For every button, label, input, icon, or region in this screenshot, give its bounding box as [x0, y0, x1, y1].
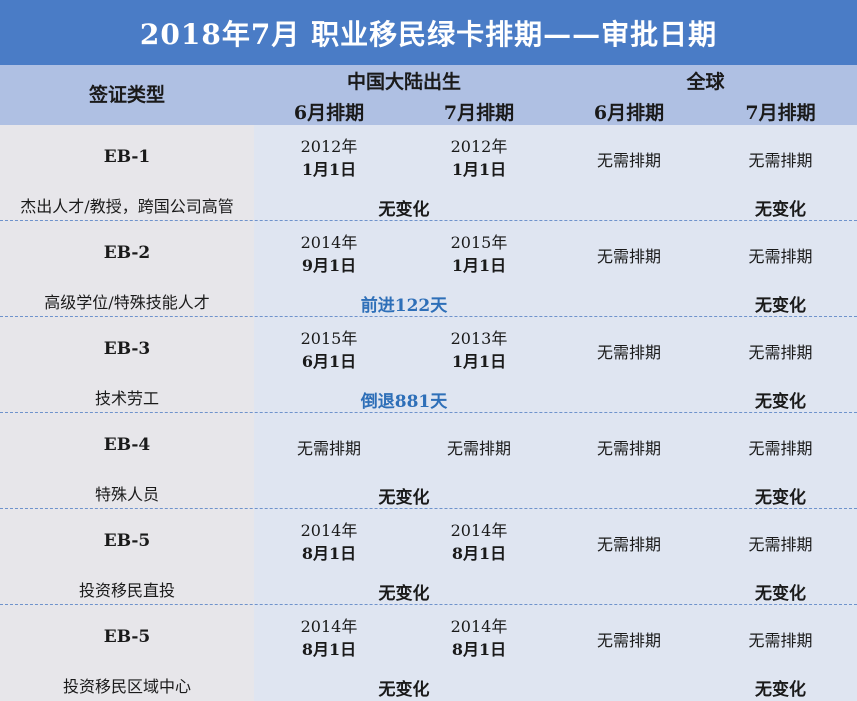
date-month-day: 8月1日 — [301, 640, 357, 659]
global-july-value: 无需排期 — [748, 151, 813, 170]
global-july-value: 无需排期 — [748, 631, 813, 650]
date-month-day: 8月1日 — [451, 640, 507, 659]
table-row: EB-5 投资移民直投 2014年 8月1日 2014年 8月1日 无需排期 无需排期无变化 无… — [0, 509, 857, 605]
visa-category: EB-5 — [103, 627, 151, 647]
china-change-note: 无变化 — [378, 584, 430, 604]
visa-description: 投资移民区域中心 — [62, 677, 191, 696]
visa-category: EB-1 — [103, 147, 151, 167]
date-month-day: 1月1日 — [451, 256, 507, 275]
date-year: 2013年 — [450, 329, 508, 348]
china-july-date: 2014年 8月1日 — [404, 519, 554, 565]
visa-category: EB-4 — [103, 435, 151, 455]
table-header: 签证类型 中国大陆出生 全球 6月排期 7月排期 6月排期 7月排期 — [0, 65, 857, 125]
china-june-date: 2014年 8月1日 — [254, 615, 404, 661]
visa-category: EB-5 — [103, 531, 151, 551]
table-row: EB-2 高级学位/特殊技能人才 2014年 9月1日 2015年 1月1日 无需排期 无需排… — [0, 221, 857, 317]
header-global: 全球 — [686, 71, 725, 93]
global-july-value: 无需排期 — [748, 535, 813, 554]
header-china-june: 6月排期 — [293, 102, 365, 124]
date-year: 2014年 — [450, 617, 508, 636]
china-july-value: 无需排期 — [446, 439, 511, 458]
visa-type-column-background — [0, 125, 254, 701]
header-global-july: 7月排期 — [745, 102, 816, 124]
date-month-day: 1月1日 — [301, 160, 357, 179]
china-june-date: 2012年 1月1日 — [254, 135, 404, 181]
global-june-value: 无需排期 — [596, 439, 661, 458]
date-month-day: 8月1日 — [301, 544, 357, 563]
global-change-note: 无变化 — [755, 200, 806, 220]
global-june-value: 无需排期 — [596, 631, 661, 650]
table-row: EB-4 特殊人员 无需排期 无需排期 无需排期 无需排期无变化 无变化 — [0, 413, 857, 509]
china-july-date: 2012年 1月1日 — [404, 135, 554, 181]
china-change-note: 前进122天 — [360, 296, 448, 316]
date-month-day: 8月1日 — [451, 544, 507, 563]
global-june-value: 无需排期 — [596, 247, 661, 266]
date-year: 2014年 — [450, 521, 508, 540]
date-year: 2014年 — [300, 521, 358, 540]
global-change-note: 无变化 — [755, 488, 806, 508]
table-row: EB-3 技术劳工 2015年 6月1日 2013年 1月1日 无需排期 无需排期倒退881天… — [0, 317, 857, 413]
date-month-day: 1月1日 — [451, 352, 507, 371]
china-june-date: 2015年 6月1日 — [254, 327, 404, 373]
global-june-value: 无需排期 — [596, 343, 661, 362]
global-change-note: 无变化 — [755, 392, 806, 412]
visa-category: EB-2 — [103, 243, 151, 263]
header-visa-type: 签证类型 — [88, 84, 165, 106]
global-june-value: 无需排期 — [596, 535, 661, 554]
visa-description: 技术劳工 — [94, 389, 159, 408]
page-title: 2018年7月 职业移民绿卡排期——审批日期 — [0, 0, 857, 65]
china-june-date: 2014年 8月1日 — [254, 519, 404, 565]
table-row: EB-1 杰出人才/教授，跨国公司高管 2012年 1月1日 2012年 1月1日 无需排期… — [0, 125, 857, 221]
date-year: 2015年 — [450, 233, 508, 252]
date-year: 2012年 — [300, 137, 358, 156]
global-july-value: 无需排期 — [748, 343, 813, 362]
global-change-note: 无变化 — [755, 296, 806, 316]
china-change-note: 无变化 — [378, 488, 430, 508]
date-year: 2012年 — [450, 137, 508, 156]
visa-description: 杰出人才/教授，跨国公司高管 — [20, 197, 234, 216]
china-july-date: 2014年 8月1日 — [404, 615, 554, 661]
china-july-date: 2015年 1月1日 — [404, 231, 554, 277]
date-month-day: 9月1日 — [301, 256, 357, 275]
china-change-note: 无变化 — [378, 680, 430, 700]
china-july-date: 2013年 1月1日 — [404, 327, 554, 373]
date-month-day: 1月1日 — [451, 160, 507, 179]
visa-category: EB-3 — [103, 339, 151, 359]
visa-description: 投资移民直投 — [78, 581, 175, 600]
date-year: 2014年 — [300, 233, 358, 252]
china-june-date: 2014年 9月1日 — [254, 231, 404, 277]
header-china-july: 7月排期 — [443, 102, 515, 124]
global-july-value: 无需排期 — [748, 247, 813, 266]
china-june-value: 无需排期 — [296, 439, 361, 458]
date-year: 2015年 — [300, 329, 358, 348]
global-change-note: 无变化 — [755, 680, 806, 700]
global-july-value: 无需排期 — [748, 439, 813, 458]
visa-description: 特殊人员 — [94, 485, 159, 504]
china-change-note: 无变化 — [378, 200, 430, 220]
global-change-note: 无变化 — [755, 584, 806, 604]
header-china-born: 中国大陆出生 — [346, 71, 461, 93]
header-global-june: 6月排期 — [593, 102, 665, 124]
visa-description: 高级学位/特殊技能人才 — [44, 293, 210, 312]
global-june-value: 无需排期 — [596, 151, 661, 170]
date-month-day: 6月1日 — [301, 352, 357, 371]
china-change-note: 倒退881天 — [360, 392, 448, 412]
date-year: 2014年 — [300, 617, 358, 636]
table-row: EB-5 投资移民区域中心 2014年 8月1日 2014年 8月1日 无需排期 无需排期无变… — [0, 605, 857, 701]
